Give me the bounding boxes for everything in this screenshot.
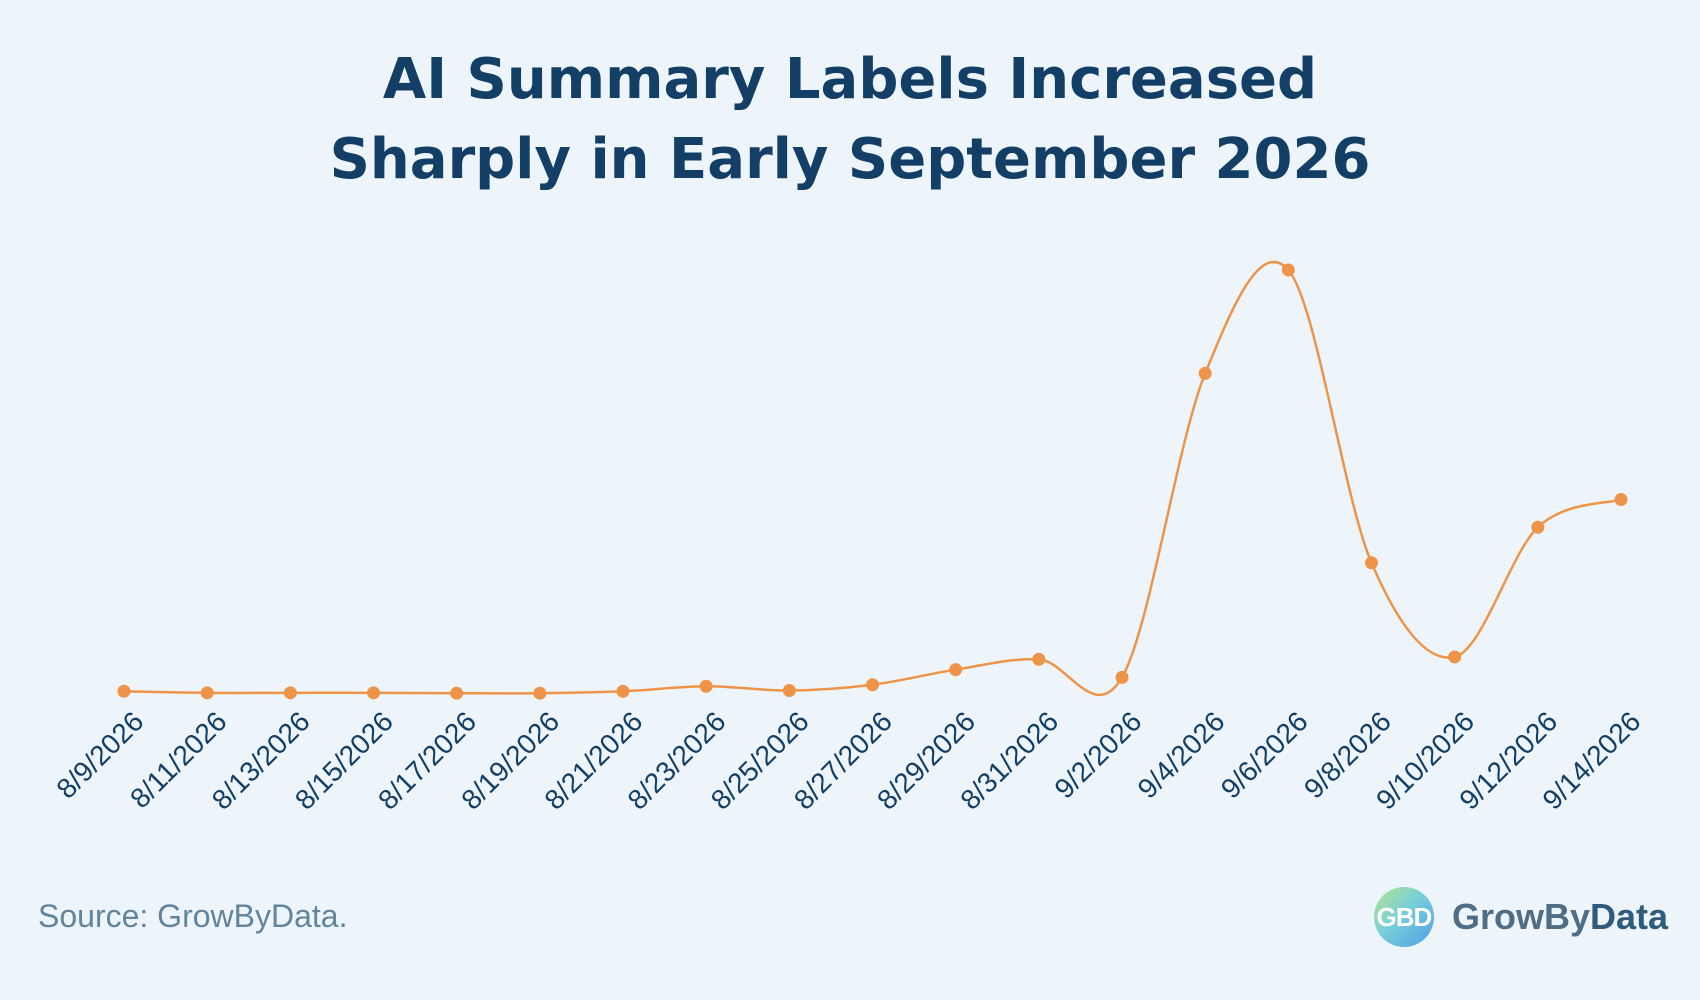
brand-name-part1: GrowBy	[1451, 896, 1590, 937]
data-point	[866, 678, 879, 692]
data-point	[949, 663, 963, 677]
data-point	[699, 679, 713, 693]
data-point	[616, 684, 630, 698]
data-point	[1115, 670, 1129, 684]
data-point	[450, 686, 464, 700]
data-point	[1032, 652, 1046, 666]
chart-title: AI Summary Labels Increased Sharply in E…	[0, 40, 1700, 200]
data-point	[1365, 556, 1378, 570]
data-point	[1281, 263, 1295, 277]
brand: GBD GrowByData	[1373, 887, 1668, 947]
data-point	[283, 686, 297, 700]
data-point	[1531, 520, 1545, 534]
series-line	[123, 260, 1622, 696]
data-point	[1198, 366, 1212, 380]
growbydata-logo-icon: GBD	[1373, 887, 1434, 947]
brand-name: GrowByData	[1452, 896, 1668, 938]
data-point	[782, 684, 796, 698]
data-point	[117, 684, 131, 698]
brand-name-part2: Data	[1589, 896, 1668, 937]
logo-letters: GBD	[1376, 901, 1433, 932]
source-note: Source: GrowByData.	[38, 898, 348, 934]
data-point	[1614, 493, 1628, 507]
data-point	[1448, 650, 1462, 664]
x-tick-label: 9/2/2026	[1048, 706, 1147, 805]
data-point	[200, 686, 214, 700]
data-point	[367, 686, 380, 700]
chart-title-line-2: Sharply in Early September 2026	[329, 127, 1371, 192]
x-tick-label: 9/6/2026	[1215, 706, 1314, 805]
x-tick-label: 9/4/2026	[1132, 706, 1231, 805]
data-point	[533, 686, 547, 700]
chart-title-line-1: AI Summary Labels Increased	[382, 47, 1318, 112]
